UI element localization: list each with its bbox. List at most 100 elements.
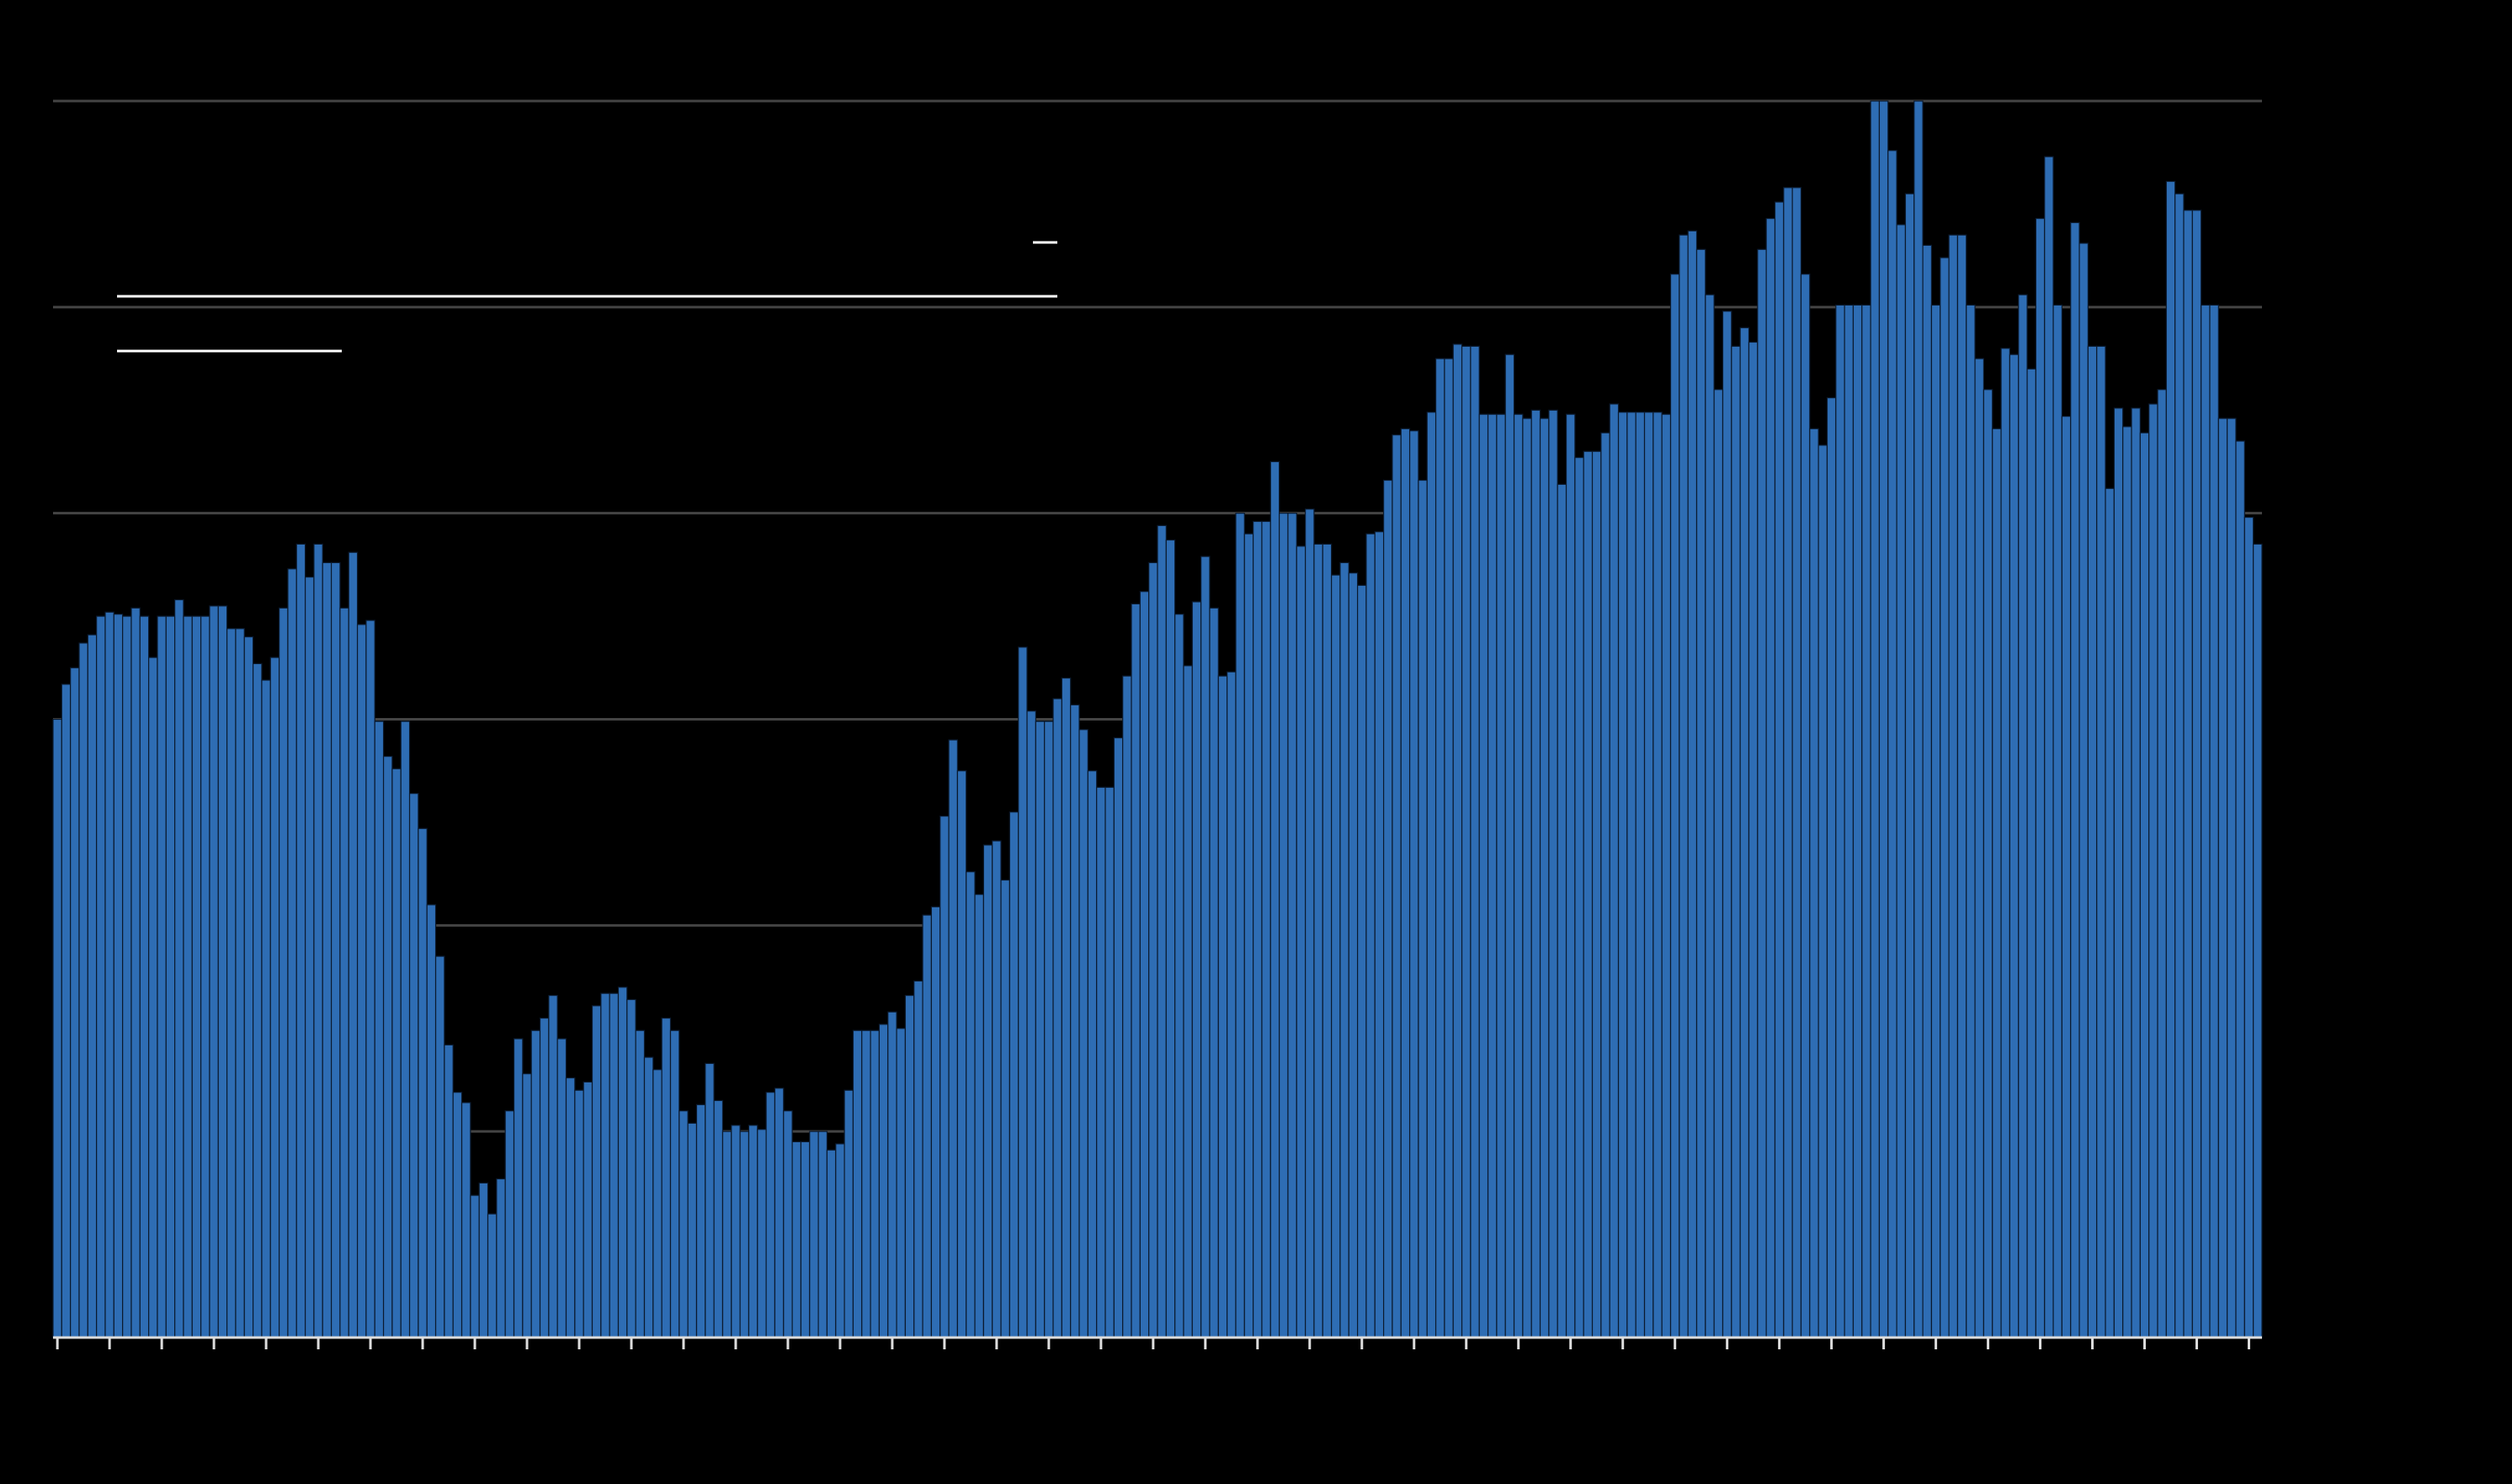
bar: [165, 615, 176, 1338]
bar: [669, 1029, 680, 1338]
bar: [1643, 412, 1654, 1338]
bar: [400, 721, 411, 1338]
bar: [496, 1178, 506, 1338]
bar: [330, 561, 341, 1338]
bar: [1408, 430, 1419, 1338]
bar: [1913, 100, 1924, 1338]
bar: [1765, 217, 1776, 1338]
bar: [1365, 533, 1376, 1338]
bar: [591, 1005, 602, 1338]
bar: [643, 1056, 654, 1338]
bar: [408, 793, 419, 1338]
bar: [1200, 556, 1211, 1338]
bar: [200, 615, 210, 1338]
x-axis: [53, 1336, 2262, 1349]
bar: [2018, 294, 2028, 1338]
bar: [2201, 304, 2211, 1338]
bar: [1739, 327, 1750, 1338]
bar: [617, 987, 628, 1338]
bar: [434, 955, 445, 1338]
bar: [956, 770, 967, 1338]
bar: [1139, 591, 1150, 1338]
bar: [1565, 413, 1576, 1338]
bar: [1583, 450, 1594, 1338]
bar: [1418, 479, 1428, 1338]
bar: [835, 1143, 845, 1338]
bar: [1070, 704, 1080, 1338]
bar: [1444, 358, 1454, 1338]
bar: [1530, 409, 1541, 1338]
bar: [826, 1149, 837, 1338]
bar: [1974, 358, 1985, 1338]
bar: [1122, 675, 1132, 1338]
bar: [313, 543, 323, 1338]
bar: [322, 561, 333, 1338]
bar: [1617, 412, 1628, 1338]
bar: [548, 994, 558, 1338]
bar: [1374, 531, 1385, 1338]
bar: [2087, 345, 2098, 1338]
bar: [1113, 737, 1124, 1338]
bar: [1487, 413, 1498, 1338]
bar: [2009, 354, 2020, 1338]
bar: [1635, 412, 1646, 1338]
bar: [522, 1073, 532, 1338]
bar: [878, 1024, 889, 1338]
bar: [1922, 244, 1933, 1338]
bar: [2122, 426, 2132, 1338]
bar: [1504, 354, 1515, 1338]
bar: [2148, 403, 2158, 1338]
bar: [930, 906, 941, 1338]
bar: [922, 914, 933, 1338]
bar: [1774, 201, 1785, 1338]
bar: [1992, 428, 2002, 1338]
bar: [1522, 418, 1532, 1338]
bar: [870, 1029, 881, 1338]
bar: [130, 607, 141, 1338]
bar: [1183, 665, 1193, 1338]
bar: [339, 607, 349, 1338]
bar: [1940, 257, 1950, 1338]
bar: [96, 615, 106, 1338]
bar: [139, 615, 150, 1338]
bar: [113, 614, 124, 1338]
bar: [1357, 584, 1367, 1338]
bar: [948, 739, 958, 1338]
bar: [1722, 311, 1732, 1338]
bar: [817, 1130, 828, 1338]
bar: [765, 1092, 776, 1338]
bar: [1087, 770, 1098, 1338]
bar: [1191, 601, 1202, 1338]
bar: [1157, 524, 1167, 1338]
bar: [2235, 440, 2245, 1338]
bar: [304, 576, 315, 1338]
bar: [1513, 413, 1524, 1338]
bar: [1679, 234, 1689, 1338]
bar: [253, 662, 263, 1338]
bar: [1382, 479, 1393, 1338]
bar: [365, 620, 375, 1338]
bar: [1705, 294, 1715, 1338]
bar: [1392, 434, 1402, 1338]
bar: [721, 1130, 732, 1338]
bar: [1757, 248, 1767, 1338]
bar: [635, 1029, 646, 1338]
bar: [1652, 412, 1663, 1338]
bar: [1052, 698, 1062, 1338]
bar: [1687, 230, 1698, 1338]
bar: [2243, 516, 2254, 1338]
bar: [695, 1104, 706, 1338]
bar: [2113, 407, 2124, 1338]
bar: [530, 1029, 541, 1338]
bar: [791, 1141, 802, 1338]
bar: [1148, 561, 1158, 1338]
bar: [226, 628, 237, 1338]
bar: [1835, 304, 1845, 1338]
bar: [852, 1029, 863, 1338]
bar: [1852, 304, 1863, 1338]
bar: [652, 1069, 663, 1338]
bar: [78, 642, 88, 1338]
bar: [391, 768, 402, 1338]
